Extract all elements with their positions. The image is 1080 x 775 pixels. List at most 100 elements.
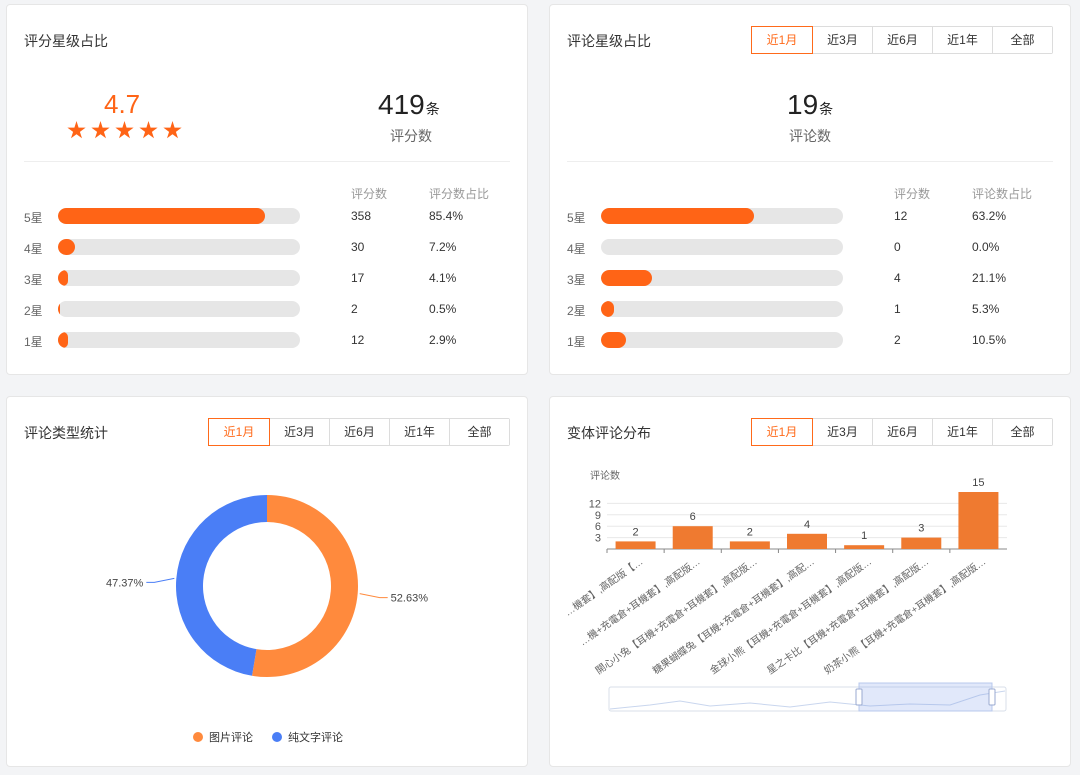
progress-bar-fill [58,270,68,286]
bar[interactable] [729,541,770,549]
star-row-percent: 5.3% [972,302,1000,316]
star-row-percent: 21.1% [972,271,1007,285]
star-row-percent: 85.4% [429,209,464,223]
star-row-count: 30 [351,240,365,254]
bar-value-label: 2 [633,526,639,538]
label-line [146,577,175,583]
star-row-label: 1星 [24,335,43,349]
donut-slice[interactable] [175,495,267,676]
bar[interactable] [844,545,885,549]
rating-distribution-card: 评分星级占比 4.7 419条 评分数 评分数 评分数占比 5星 358 85.4%… [6,4,528,375]
progress-bar [58,239,300,255]
progress-bar [601,301,843,317]
card-title: 评论星级占比 [567,33,651,49]
y-tick-label: 9 [595,510,601,522]
legend-label: 纯文字评论 [288,732,343,744]
slice-value-label: 52.63% [391,593,429,605]
zoom-handle-right[interactable] [988,688,996,706]
bar[interactable] [787,533,827,549]
tab-3m[interactable]: 近3月 [812,27,872,53]
star-row-label: 1星 [567,335,586,349]
progress-bar-fill [601,208,754,224]
star-row-count: 2 [351,302,358,316]
total-count-unit: 条 [425,101,440,117]
divider [24,161,510,162]
card-title: 评论类型统计 [24,425,108,441]
zoom-slider-track[interactable] [608,686,1007,712]
label-line [359,593,388,599]
tab-1y[interactable]: 近1年 [932,419,992,445]
bar[interactable] [615,541,656,549]
tab-1m[interactable]: 近1月 [208,418,270,446]
total-count-label: 评分数 [390,128,432,144]
progress-bar [58,301,300,317]
y-tick-label: 12 [589,498,601,510]
progress-bar [58,270,300,286]
tab-1y[interactable]: 近1年 [389,419,449,445]
legend-item-image-review[interactable]: 图片评论 [193,729,253,745]
star-row-percent: 4.1% [429,271,457,285]
tab-1m[interactable]: 近1月 [751,418,813,446]
total-count-value: 419 [378,89,425,120]
legend-label: 图片评论 [209,732,253,744]
bar[interactable] [901,537,942,549]
progress-bar [601,208,843,224]
star-row-percent: 0.5% [429,302,457,316]
progress-bar [601,239,843,255]
tab-all[interactable]: 全部 [449,419,509,445]
column-header-count: 评分数 [894,187,931,201]
column-header-percent: 评论数占比 [972,187,1033,201]
star-row-percent: 10.5% [972,333,1007,347]
legend-item-text-review[interactable]: 纯文字评论 [272,729,343,745]
y-tick-label: 6 [595,521,601,533]
star-row-percent: 0.0% [972,240,1000,254]
bar-value-label: 6 [690,511,696,523]
bar[interactable] [672,526,713,549]
tab-6m[interactable]: 近6月 [329,419,389,445]
star-icon [91,121,110,139]
progress-bar-fill [58,239,76,255]
star-row-percent: 63.2% [972,209,1007,223]
star-row-percent: 7.2% [429,240,457,254]
divider [567,161,1053,162]
star-row-percent: 2.9% [429,333,457,347]
bar-value-label: 4 [804,519,810,531]
tab-all[interactable]: 全部 [992,419,1052,445]
progress-bar [601,270,843,286]
star-row-count: 4 [894,271,901,285]
card-title: 评分星级占比 [24,33,108,49]
bar[interactable] [958,492,999,549]
y-tick-label: 3 [595,533,601,545]
total-count-value: 19 [787,89,819,120]
column-header-count: 评分数 [351,187,388,201]
time-range-tabs: 近1月 近3月 近6月 近1年 全部 [751,418,1053,446]
tab-6m[interactable]: 近6月 [872,27,932,53]
tab-all[interactable]: 全部 [992,27,1052,53]
donut-slice[interactable] [252,495,358,677]
tab-3m[interactable]: 近3月 [812,419,872,445]
tab-1m[interactable]: 近1月 [751,26,813,54]
star-icon [115,121,134,139]
zoom-handle-left[interactable] [855,688,863,706]
star-row-count: 0 [894,240,901,254]
total-count-label: 评论数 [789,128,831,144]
zoom-slider-window[interactable] [858,682,993,712]
time-range-tabs: 近1月 近3月 近6月 近1年 全部 [208,418,510,446]
star-row-count: 12 [894,209,908,223]
tab-1y[interactable]: 近1年 [932,27,992,53]
card-title: 变体评论分布 [567,425,651,441]
y-axis-label: 评论数 [590,469,620,482]
review-type-card: 评论类型统计 近1月 近3月 近6月 近1年 全部 52.63% 47.37% 图片评论 … [6,396,528,767]
bar-value-label: 2 [747,526,753,538]
star-row-count: 12 [351,333,365,347]
star-row-count: 17 [351,271,365,285]
legend-dot [272,732,282,742]
star-icon [139,121,158,139]
bar-value-label: 15 [972,477,984,489]
star-row-label: 5星 [567,211,586,225]
bar-value-label: 1 [861,530,867,542]
progress-bar-fill [58,332,68,348]
tab-6m[interactable]: 近6月 [872,419,932,445]
review-distribution-card: 评论星级占比 近1月 近3月 近6月 近1年 全部 19条 评论数 评分数 评论数占比 … [549,4,1071,375]
tab-3m[interactable]: 近3月 [269,419,329,445]
